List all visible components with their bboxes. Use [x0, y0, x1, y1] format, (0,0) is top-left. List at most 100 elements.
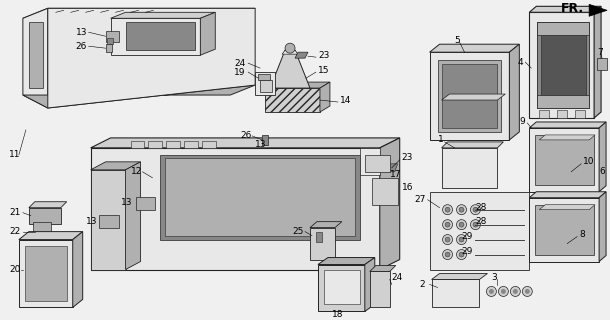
Text: 29: 29 [462, 247, 473, 256]
Polygon shape [442, 148, 497, 188]
Polygon shape [575, 110, 585, 118]
Polygon shape [310, 228, 335, 260]
Circle shape [489, 289, 494, 294]
Polygon shape [310, 222, 342, 228]
Polygon shape [529, 122, 606, 128]
Polygon shape [110, 12, 215, 18]
Text: 16: 16 [402, 183, 413, 192]
Polygon shape [599, 122, 606, 192]
Text: 10: 10 [583, 157, 595, 166]
Text: 13: 13 [255, 140, 267, 149]
Polygon shape [91, 138, 400, 148]
Circle shape [470, 220, 481, 230]
Polygon shape [599, 192, 606, 261]
Polygon shape [106, 44, 112, 52]
Polygon shape [537, 95, 589, 108]
Text: 8: 8 [579, 230, 585, 239]
Circle shape [445, 207, 450, 212]
Circle shape [513, 289, 518, 294]
Circle shape [443, 205, 453, 215]
Polygon shape [536, 135, 594, 185]
Polygon shape [167, 141, 181, 148]
Polygon shape [539, 110, 549, 118]
Circle shape [456, 205, 467, 215]
Polygon shape [318, 258, 375, 265]
Text: 14: 14 [340, 96, 351, 105]
Text: 28: 28 [475, 217, 487, 226]
Polygon shape [160, 155, 360, 240]
Polygon shape [148, 141, 162, 148]
Text: 23: 23 [318, 51, 329, 60]
Circle shape [473, 222, 478, 227]
Polygon shape [539, 135, 595, 140]
Polygon shape [529, 198, 599, 261]
Text: 19: 19 [234, 68, 246, 76]
Text: 3: 3 [492, 273, 497, 282]
Text: 7: 7 [597, 48, 603, 57]
Polygon shape [539, 205, 595, 210]
Polygon shape [110, 18, 200, 55]
Polygon shape [265, 82, 330, 88]
Polygon shape [429, 52, 509, 140]
Polygon shape [270, 50, 310, 88]
Polygon shape [589, 4, 607, 16]
Text: 11: 11 [9, 150, 20, 159]
Circle shape [445, 252, 450, 257]
Circle shape [501, 289, 506, 294]
Polygon shape [597, 58, 607, 70]
Text: 18: 18 [332, 310, 343, 319]
Polygon shape [260, 80, 272, 92]
Polygon shape [25, 245, 66, 301]
Circle shape [511, 286, 520, 296]
Polygon shape [529, 192, 606, 198]
Polygon shape [262, 135, 268, 145]
Polygon shape [318, 265, 365, 311]
Polygon shape [99, 215, 118, 228]
Polygon shape [268, 138, 290, 148]
Circle shape [473, 207, 478, 212]
Text: 1: 1 [437, 135, 443, 144]
Polygon shape [432, 274, 487, 279]
Text: 13: 13 [121, 198, 132, 207]
Polygon shape [200, 12, 215, 55]
Polygon shape [365, 258, 375, 311]
Polygon shape [509, 44, 519, 140]
Polygon shape [48, 8, 255, 108]
Polygon shape [594, 6, 601, 118]
Polygon shape [23, 8, 255, 18]
Circle shape [443, 220, 453, 230]
Polygon shape [324, 269, 360, 304]
Polygon shape [370, 266, 396, 271]
Circle shape [459, 222, 464, 227]
Polygon shape [282, 50, 298, 54]
Text: 21: 21 [9, 208, 20, 217]
Circle shape [498, 286, 508, 296]
Polygon shape [429, 44, 519, 52]
Text: 2: 2 [420, 280, 425, 289]
Polygon shape [73, 232, 83, 308]
Polygon shape [529, 128, 599, 192]
Polygon shape [537, 22, 589, 108]
Circle shape [443, 250, 453, 260]
Text: 23: 23 [402, 153, 413, 162]
Polygon shape [295, 52, 308, 58]
Polygon shape [23, 85, 255, 108]
Circle shape [456, 220, 467, 230]
Polygon shape [557, 110, 567, 118]
Text: 28: 28 [475, 203, 487, 212]
Polygon shape [442, 142, 503, 148]
Text: 25: 25 [292, 227, 303, 236]
Text: 22: 22 [9, 227, 20, 236]
Text: 24: 24 [392, 273, 403, 282]
Polygon shape [442, 94, 505, 100]
Circle shape [459, 207, 464, 212]
Polygon shape [385, 164, 398, 172]
Polygon shape [29, 22, 43, 88]
Text: FR.: FR. [561, 2, 584, 15]
Text: 20: 20 [9, 265, 20, 274]
Polygon shape [91, 170, 126, 269]
Polygon shape [165, 158, 355, 236]
Circle shape [525, 289, 530, 294]
Text: 13: 13 [76, 28, 87, 37]
Text: 6: 6 [599, 167, 605, 176]
